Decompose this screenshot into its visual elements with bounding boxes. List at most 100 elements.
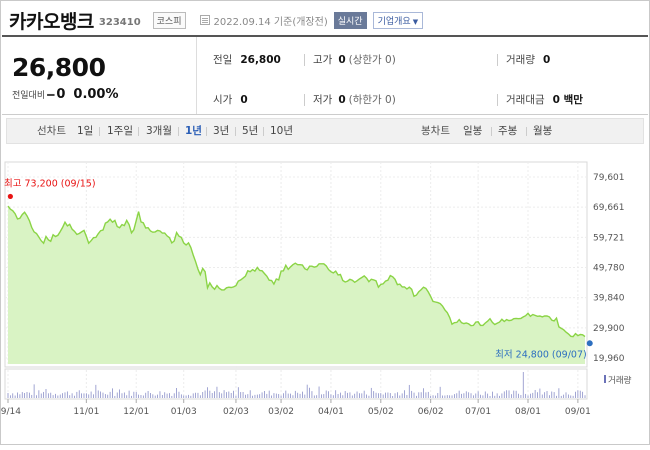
- volume-legend-label: 거래량: [608, 375, 632, 386]
- y-tick-label: 19,960: [593, 354, 625, 364]
- price-line: [7, 205, 586, 338]
- divider: [304, 94, 305, 106]
- divider: [491, 127, 492, 136]
- candle-weekly[interactable]: 주봉: [498, 125, 518, 137]
- stat-open: 시가 0: [213, 92, 248, 107]
- x-tick-label: 05/02: [368, 407, 394, 417]
- chevron-down-icon: ▼: [412, 17, 419, 26]
- chart-markers: 최고 73,200 (09/15) 최저 24,800 (09/07): [4, 178, 593, 360]
- x-tick-label: 12/01: [123, 407, 149, 417]
- change-value: 0: [56, 87, 66, 102]
- stat-label: 전일: [213, 54, 233, 66]
- x-tick-label: 07/01: [465, 407, 491, 417]
- stat-label: 거래량: [506, 54, 535, 66]
- stock-header: 카카오뱅크 323410 코스피 2022.09.14 기준(개장전) 실시간 …: [9, 7, 424, 33]
- stat-label: 고가: [313, 54, 333, 66]
- stat-value: 0: [338, 53, 346, 66]
- max-label: 최고 73,200 (09/15): [4, 178, 96, 189]
- price-chart: 최고 73,200 (09/15) 최저 24,800 (09/07) 79,60…: [0, 144, 650, 446]
- stat-prev-close: 전일 26,800: [213, 52, 281, 67]
- min-label: 최저 24,800 (09/07): [495, 349, 587, 360]
- x-tick-label: 09/14: [1, 407, 21, 417]
- company-overview-label: 기업개요: [377, 16, 411, 27]
- period-1y[interactable]: 1년: [185, 125, 202, 137]
- x-tick-label: 09/01: [565, 407, 591, 417]
- x-tick-label: 02/03: [223, 407, 249, 417]
- period-1d[interactable]: 1일: [77, 125, 94, 137]
- x-tick-label: 06/02: [418, 407, 444, 417]
- stat-value: 26,800: [240, 53, 281, 66]
- section-divider: [2, 114, 648, 115]
- period-5y[interactable]: 5년: [242, 125, 259, 137]
- volume-panel: 거래량: [7, 372, 632, 398]
- stat-value: 0 백만: [552, 94, 583, 106]
- min-point: [586, 340, 593, 347]
- stat-label: 저가: [313, 94, 333, 106]
- flat-change-icon: ━: [47, 87, 55, 102]
- calendar-icon: [199, 15, 210, 25]
- candle-daily[interactable]: 일봉: [463, 125, 483, 137]
- period-1w[interactable]: 1주일: [107, 125, 134, 137]
- change-percent: 0.00%: [73, 87, 119, 102]
- volume-legend-swatch: [604, 375, 606, 383]
- price-panel: 26,800 전일대비 ━ 0 0.00%: [2, 37, 197, 114]
- max-point: [7, 193, 13, 200]
- y-tick-label: 39,840: [593, 294, 625, 304]
- divider: [206, 127, 207, 136]
- current-price: 26,800: [12, 53, 106, 82]
- stock-name[interactable]: 카카오뱅크: [9, 10, 94, 33]
- divider: [497, 94, 498, 106]
- stat-volume: 거래량 0: [506, 52, 550, 67]
- x-tick-label: 04/01: [318, 407, 344, 417]
- stat-label: 시가: [213, 94, 233, 106]
- x-tick-label: 03/02: [268, 407, 294, 417]
- realtime-badge[interactable]: 실시간: [333, 11, 367, 29]
- y-axis: 79,601 69,661 59,721 49,780 39,840 29,900 19,9…: [593, 173, 625, 364]
- price-chart-svg: 최고 73,200 (09/15) 최저 24,800 (09/07) 79,60…: [0, 161, 632, 417]
- period-3m[interactable]: 3개월: [146, 125, 173, 137]
- stock-code: 323410: [98, 16, 141, 28]
- header-divider: [2, 35, 648, 37]
- divider: [235, 127, 236, 136]
- x-tick-label: 08/01: [515, 407, 541, 417]
- quote-stats: 전일 26,800 고가 0 (상한가 0) 거래량 0 시가 0 저가 0 (…: [197, 37, 650, 114]
- stat-label: 거래대금: [506, 94, 545, 106]
- divider: [526, 127, 527, 136]
- line-chart-label: 선차트: [37, 125, 66, 137]
- y-tick-label: 79,601: [593, 173, 625, 183]
- stat-note: (상한가 0): [348, 54, 396, 66]
- candle-monthly[interactable]: 월봉: [533, 125, 553, 137]
- change-row: 전일대비 ━ 0 0.00%: [12, 87, 119, 102]
- x-tick-label: 01/03: [171, 407, 197, 417]
- period-3y[interactable]: 3년: [213, 125, 230, 137]
- candle-chart-label: 봉차트: [421, 125, 450, 137]
- change-label: 전일대비: [12, 91, 46, 101]
- stat-value: 0: [240, 93, 248, 106]
- stat-high: 고가 0 (상한가 0): [313, 52, 396, 67]
- stat-value: 0: [338, 93, 346, 106]
- chart-period-bar: 선차트 1일 1주일 3개월 1년 3년 5년 10년 봉차트 일봉 주봉 월봉: [6, 118, 644, 144]
- stat-value: 0: [542, 53, 551, 66]
- divider: [99, 127, 100, 136]
- divider: [263, 127, 264, 136]
- x-tick-label: 11/01: [73, 407, 99, 417]
- y-tick-label: 59,721: [593, 233, 625, 243]
- divider: [304, 54, 305, 66]
- y-tick-label: 49,780: [593, 264, 625, 274]
- stat-amount: 거래대금 0 백만: [506, 92, 583, 107]
- stat-note: (하한가 0): [348, 94, 396, 106]
- quote-date: 2022.09.14 기준(개장전): [213, 16, 328, 28]
- y-tick-label: 69,661: [593, 203, 625, 213]
- period-10y[interactable]: 10년: [270, 125, 294, 137]
- y-tick-label: 29,900: [593, 324, 625, 334]
- company-overview-button[interactable]: 기업개요 ▼: [372, 11, 424, 29]
- price-area: [8, 206, 585, 364]
- x-axis: 09/14 11/01 12/01 01/03 02/03 03/02 04/01 05/02…: [0, 399, 591, 417]
- stat-low: 저가 0 (하한가 0): [313, 92, 396, 107]
- plot-frame: [4, 161, 588, 368]
- divider: [138, 127, 139, 136]
- market-badge: 코스피: [152, 11, 186, 29]
- divider: [497, 54, 498, 66]
- divider: [178, 127, 179, 136]
